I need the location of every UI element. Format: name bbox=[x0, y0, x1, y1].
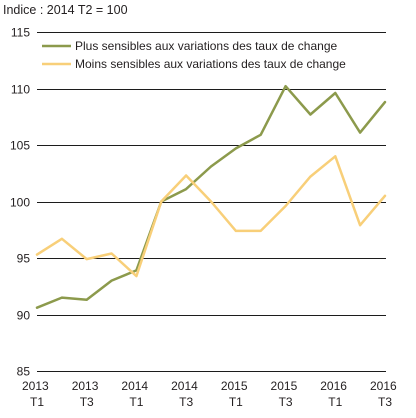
data-point bbox=[334, 155, 337, 158]
data-point bbox=[284, 85, 287, 88]
y-tick-label: 85 bbox=[17, 365, 31, 379]
data-point bbox=[110, 252, 113, 255]
x-tick-label: 2014 T3 bbox=[171, 379, 201, 409]
y-tick-label: 100 bbox=[10, 196, 30, 210]
y-tick-label: 110 bbox=[11, 83, 30, 97]
x-tick-label: 2013 T3 bbox=[72, 379, 102, 409]
data-point bbox=[384, 101, 386, 104]
legend-label-1: Plus sensibles aux variations des taux d… bbox=[75, 39, 337, 53]
x-tick-label: 2015 T3 bbox=[271, 379, 301, 409]
y-tick-label: 90 bbox=[17, 309, 31, 323]
legend-item-1: Plus sensibles aux variations des taux d… bbox=[42, 39, 337, 53]
y-tick-label: 115 bbox=[11, 26, 30, 40]
y-tick-label: 105 bbox=[10, 139, 30, 153]
x-tick-label: 2013 T1 bbox=[22, 379, 52, 409]
y-axis-unit-label: Indice : 2014 T2 = 100 bbox=[3, 3, 128, 17]
legend: Plus sensibles aux variations des taux d… bbox=[42, 39, 346, 71]
data-point bbox=[309, 113, 312, 116]
data-point bbox=[384, 194, 386, 197]
data-point bbox=[60, 237, 63, 240]
x-tick-label: 2014 T1 bbox=[121, 379, 151, 409]
data-point bbox=[210, 200, 212, 203]
data-point bbox=[36, 253, 38, 256]
data-point bbox=[359, 131, 362, 134]
series-line-1 bbox=[35, 84, 387, 309]
data-point bbox=[210, 165, 212, 168]
data-point bbox=[135, 275, 138, 278]
data-point bbox=[259, 229, 262, 232]
x-tick-label: 2016 T1 bbox=[320, 379, 350, 409]
data-point bbox=[36, 306, 38, 309]
series-lines bbox=[35, 84, 387, 309]
data-point bbox=[85, 298, 88, 301]
data-point bbox=[334, 92, 337, 94]
data-point bbox=[284, 205, 287, 207]
gridlines bbox=[37, 32, 386, 372]
data-point bbox=[259, 133, 262, 136]
x-tick-label: 2016 T3 bbox=[370, 379, 400, 409]
y-axis-tick-labels: 85 90 95 100 105 110 115 bbox=[10, 26, 30, 379]
series-2 bbox=[35, 155, 387, 278]
data-point bbox=[309, 175, 312, 178]
legend-label-2: Moins sensibles aux variations des taux … bbox=[75, 57, 346, 71]
data-point bbox=[234, 147, 237, 150]
data-point bbox=[60, 296, 63, 299]
data-point bbox=[85, 258, 88, 261]
y-tick-label: 95 bbox=[17, 252, 31, 266]
x-axis-tick-labels: 2013 T1 2013 T3 2014 T1 2014 T3 2015 T1 2015 … bbox=[22, 379, 400, 409]
data-point bbox=[160, 200, 163, 203]
data-point bbox=[110, 279, 113, 282]
x-tick-label: 2015 T1 bbox=[221, 379, 251, 409]
legend-item-2: Moins sensibles aux variations des taux … bbox=[42, 57, 346, 71]
data-point bbox=[185, 188, 188, 191]
data-point bbox=[359, 224, 362, 227]
series-1 bbox=[35, 84, 387, 309]
data-point bbox=[234, 229, 237, 232]
data-point bbox=[185, 174, 188, 177]
